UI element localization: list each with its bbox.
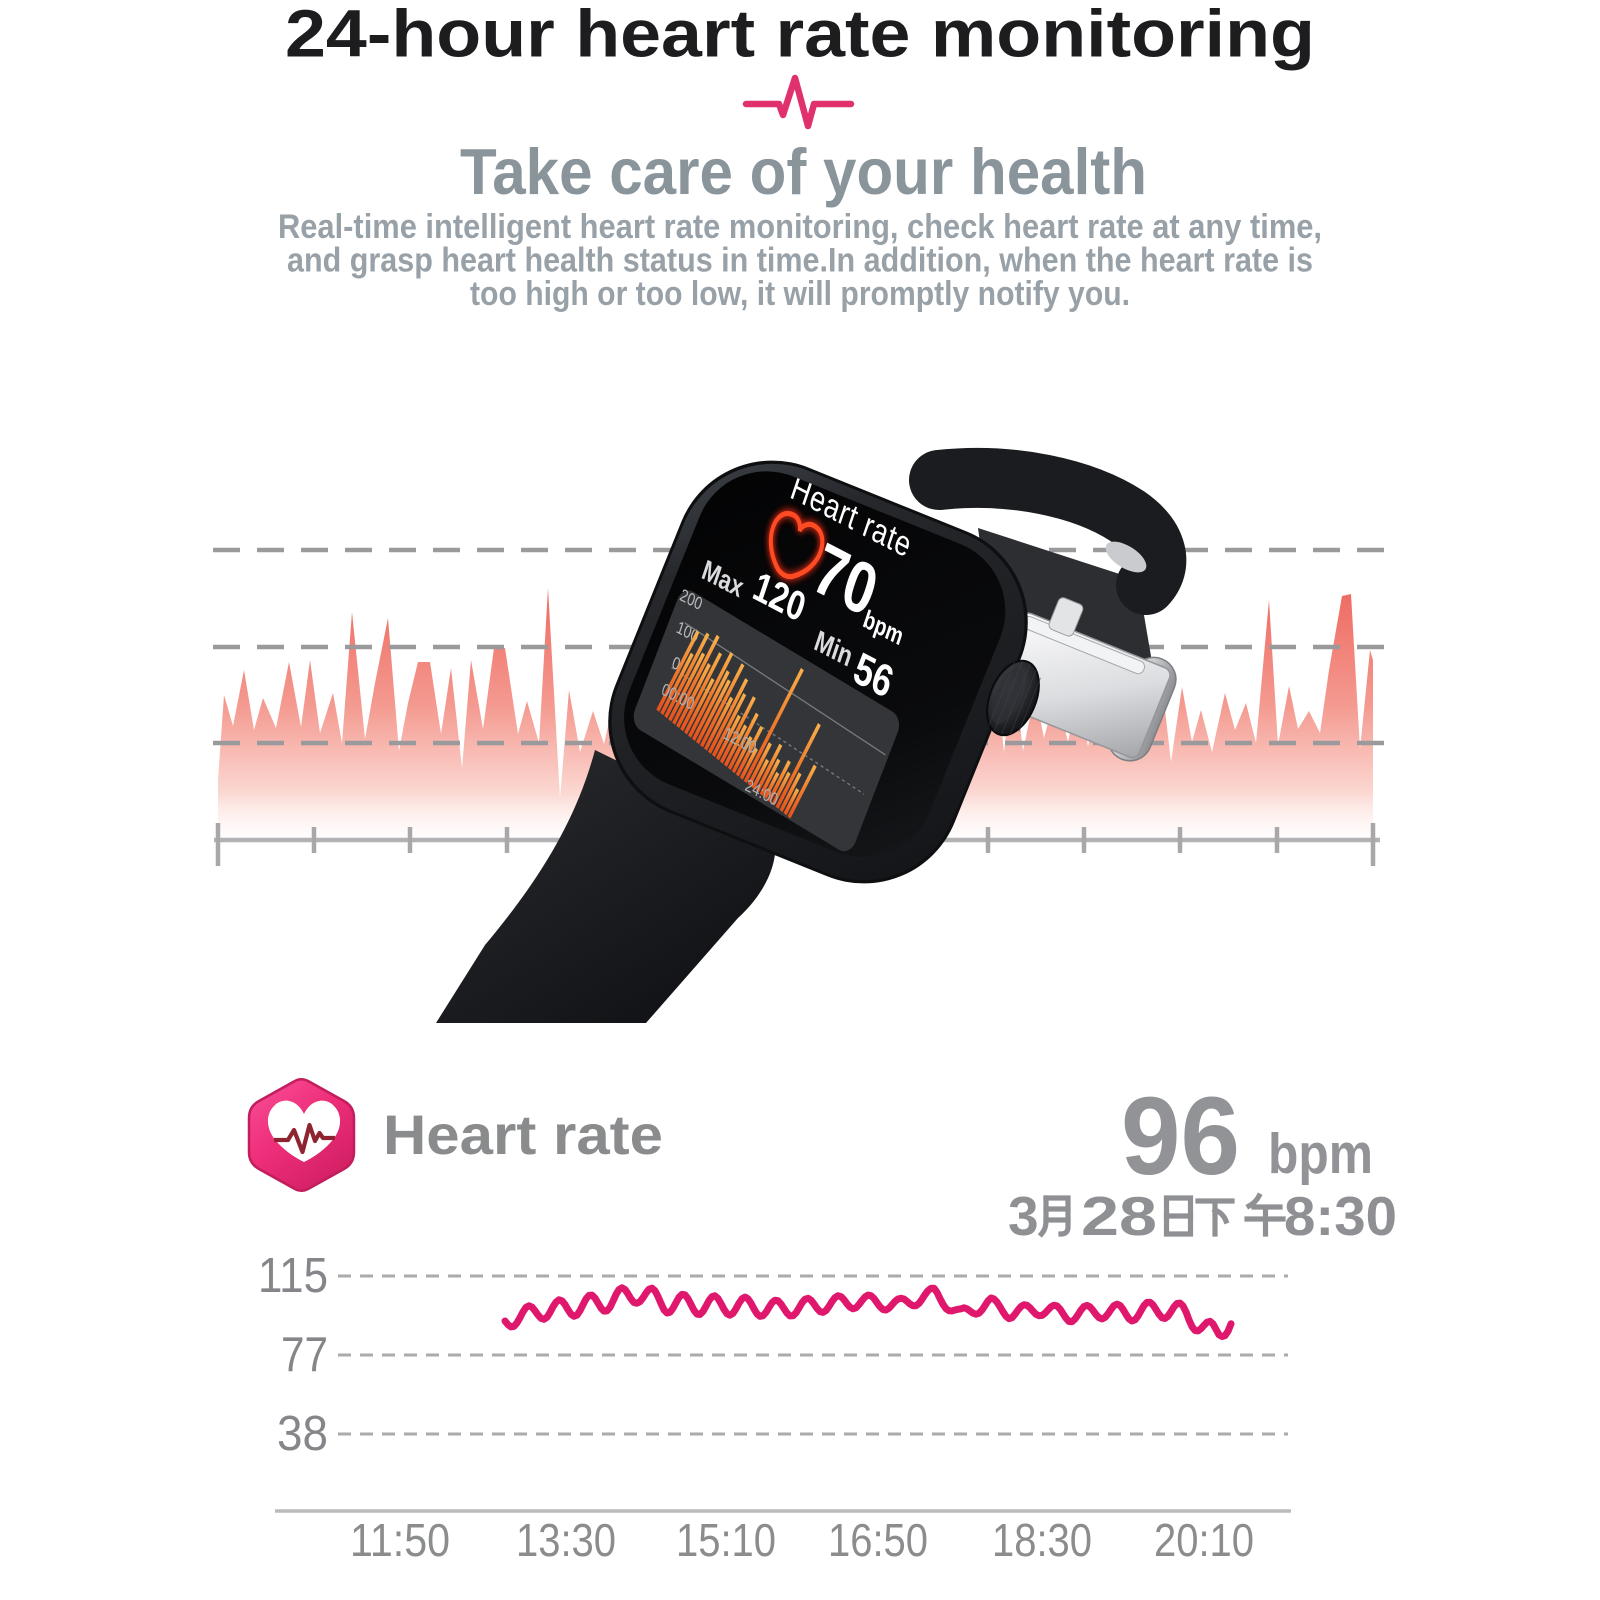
svg-text:20:10: 20:10 [1154, 1514, 1254, 1566]
svg-text:11:50: 11:50 [350, 1514, 450, 1566]
svg-text:3: 3 [1008, 1185, 1039, 1247]
svg-text:Real-time intelligent heart ra: Real-time intelligent heart rate monitor… [278, 208, 1322, 246]
svg-text:15:10: 15:10 [676, 1514, 776, 1566]
svg-text:and grasp heart health status: and grasp heart health status in time.In… [287, 242, 1313, 280]
svg-text:18:30: 18:30 [992, 1514, 1092, 1566]
svg-text:115: 115 [258, 1249, 328, 1303]
svg-text:96: 96 [1121, 1075, 1240, 1198]
svg-text:8:30: 8:30 [1284, 1185, 1397, 1247]
svg-text:13:30: 13:30 [516, 1514, 616, 1566]
svg-text:Take care of your health: Take care of your health [460, 135, 1147, 208]
svg-text:77: 77 [281, 1328, 328, 1382]
svg-text:bpm: bpm [1268, 1122, 1373, 1186]
svg-text:too high or too low, it will p: too high or too low, it will promptly no… [470, 275, 1130, 313]
svg-text:Heart rate: Heart rate [383, 1103, 663, 1166]
svg-text:16:50: 16:50 [828, 1514, 928, 1566]
svg-text:38: 38 [277, 1407, 328, 1461]
svg-text:24-hour heart rate monitoring: 24-hour heart rate monitoring [285, 0, 1315, 72]
svg-text:28: 28 [1081, 1185, 1157, 1247]
